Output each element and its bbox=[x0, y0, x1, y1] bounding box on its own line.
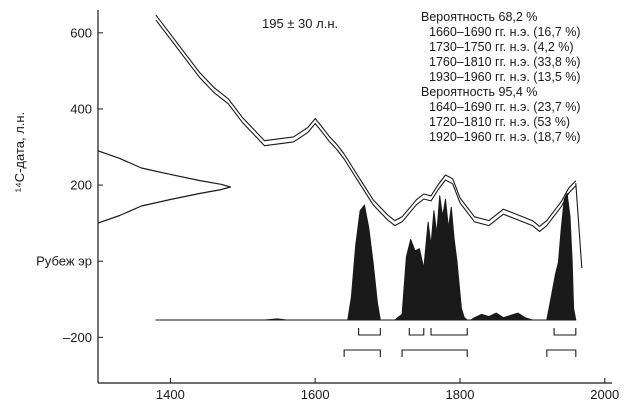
x-tick-label: 1400 bbox=[156, 387, 185, 402]
probability-annotations: Вероятность 68,2 % 1660–1690 гг. н.э. (1… bbox=[421, 10, 581, 144]
sigma2-heading: Вероятность 95,4 % bbox=[421, 85, 537, 99]
sigma1-range-label: 1760–1810 гг. н.э. (33,8 %) bbox=[429, 55, 581, 69]
sigma1-range-bracket bbox=[553, 328, 577, 336]
sigma2-range-label: 1920–1960 гг. н.э. (18,7 %) bbox=[429, 130, 581, 144]
sigma1-range-label: 1730–1750 гг. н.э. (4,2 %) bbox=[429, 40, 574, 54]
measured-date-curve bbox=[97, 150, 232, 224]
sigma2-range-label: 1720–1810 гг. н.э. (53 %) bbox=[429, 115, 570, 129]
sigma1-heading: Вероятность 68,2 % bbox=[421, 10, 537, 24]
y-tick-label: 600 bbox=[70, 25, 92, 40]
x-tick-label: 2000 bbox=[590, 387, 619, 402]
sigma1-range-label: 1930–1960 гг. н.э. (13,5 %) bbox=[429, 70, 581, 84]
calibration-curve-tail bbox=[575, 183, 583, 269]
probability-distribution bbox=[155, 193, 577, 321]
probability-range-brackets bbox=[343, 328, 577, 357]
radiocarbon-date-label: 195 ± 30 л.н. bbox=[262, 16, 338, 31]
sigma2-range-label: 1640–1690 гг. н.э. (23,7 %) bbox=[429, 100, 581, 114]
sigma1-range-bracket bbox=[408, 328, 425, 336]
sigma1-range-label: 1660–1690 гг. н.э. (16,7 %) bbox=[429, 25, 581, 39]
y-tick-label: 400 bbox=[70, 101, 92, 116]
calibration-curve bbox=[155, 14, 583, 269]
axes: 1400 1600 1800 2000 600 400 200 Рубеж эр –200 bbox=[36, 10, 619, 402]
sigma2-range-bracket bbox=[401, 349, 468, 357]
x-tick-label: 1800 bbox=[446, 387, 475, 402]
y-tick-label: Рубеж эр bbox=[36, 254, 92, 269]
sigma2-range-bracket bbox=[343, 349, 381, 357]
y-tick-label: –200 bbox=[63, 330, 92, 345]
measured-distribution bbox=[97, 150, 232, 224]
calibration-curve-lower bbox=[155, 19, 577, 232]
sigma1-range-bracket bbox=[358, 328, 381, 336]
sigma1-range-bracket bbox=[430, 328, 468, 336]
y-axis-title: ¹⁴C-дата, л.н. bbox=[12, 112, 27, 192]
sigma2-range-bracket bbox=[546, 349, 577, 357]
probability-density-area bbox=[155, 193, 577, 321]
x-tick-label: 1600 bbox=[301, 387, 330, 402]
calibration-curve-upper bbox=[155, 14, 577, 227]
y-tick-label: 200 bbox=[70, 178, 92, 193]
